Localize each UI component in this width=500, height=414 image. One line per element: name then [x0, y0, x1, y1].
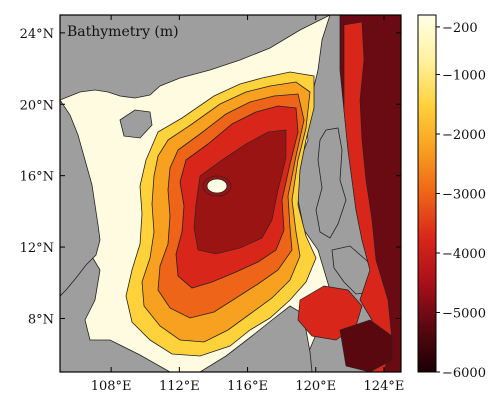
x-tick-label: 108°E [91, 379, 132, 394]
celebes-sea-basin [339, 319, 393, 372]
borneo-land [199, 305, 313, 372]
map-frame [59, 14, 402, 373]
philippines-land [315, 127, 347, 239]
deep-basin-region [193, 129, 287, 255]
map-title: Bathymetry (m) [67, 24, 179, 40]
colorbar-tick-label: −3000 [442, 188, 486, 203]
seamount-rim [202, 175, 232, 197]
y-tick-label: 8°N [28, 312, 54, 327]
colorbar-tick-label: −1000 [442, 69, 486, 84]
colorbar-ticks: −200 −1000 −2000 −3000 −4000 −5000 −6000 [436, 21, 486, 381]
colorbar [417, 14, 437, 373]
x-tick-label: 112°E [159, 379, 200, 394]
y-tick-label: 16°N [20, 170, 54, 185]
colorbar-tick-label: −200 [442, 21, 478, 36]
y-tick-label: 20°N [20, 98, 54, 113]
y-axis-ticks: 24°N 20°N 16°N 12°N 8°N [20, 27, 401, 327]
colorbar-tick-label: −6000 [442, 366, 486, 381]
china-coast-land [60, 15, 331, 101]
x-tick-label: 124°E [364, 379, 405, 394]
colorbar-tick-label: −2000 [442, 128, 486, 143]
colorbar-tick-label: −5000 [442, 307, 486, 322]
seamount-shallow [206, 178, 228, 194]
map-panel [60, 15, 401, 372]
indochina-land [60, 99, 101, 297]
hainan-island [119, 109, 153, 139]
x-axis-ticks: 108°E 112°E 116°E 120°E 124°E [91, 15, 405, 394]
x-tick-label: 120°E [295, 379, 336, 394]
y-tick-label: 24°N [20, 27, 54, 42]
colorbar-tick-label: −4000 [442, 247, 486, 262]
pacific-red-region [343, 21, 393, 372]
x-tick-label: 116°E [227, 379, 268, 394]
y-tick-label: 12°N [20, 241, 54, 256]
